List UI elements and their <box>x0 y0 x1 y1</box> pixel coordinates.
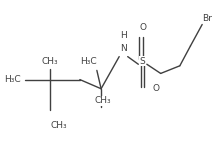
Text: H₃C: H₃C <box>80 57 97 66</box>
Text: CH₃: CH₃ <box>42 57 58 66</box>
Text: Br: Br <box>203 14 212 23</box>
Text: H: H <box>120 31 127 40</box>
Text: H₃C: H₃C <box>4 75 20 84</box>
Text: N: N <box>120 45 127 53</box>
Text: O: O <box>153 84 160 93</box>
Text: CH₃: CH₃ <box>95 97 111 105</box>
Text: S: S <box>140 57 145 66</box>
Text: O: O <box>139 23 146 32</box>
Text: CH₃: CH₃ <box>50 121 67 130</box>
